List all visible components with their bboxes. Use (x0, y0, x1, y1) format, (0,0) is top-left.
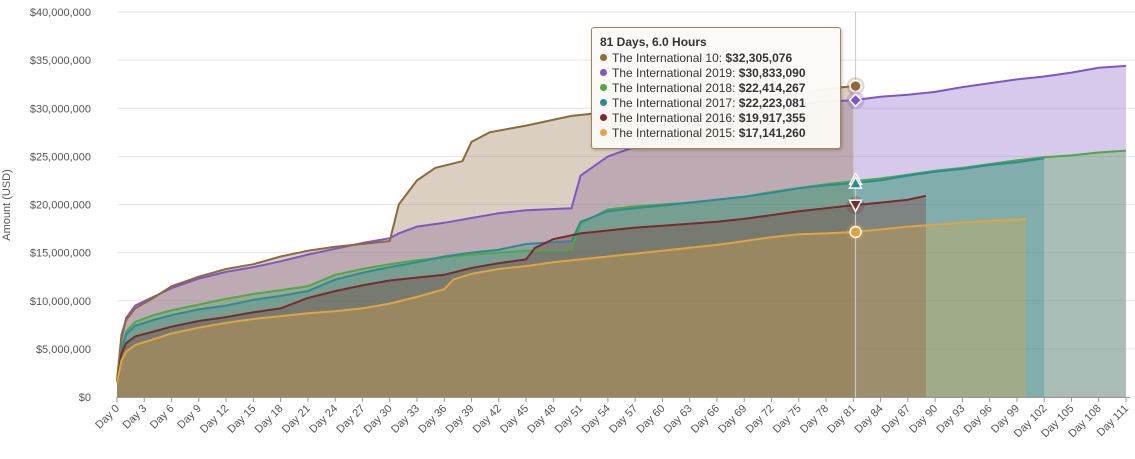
y-tick-label: $0 (79, 392, 91, 404)
x-tick-label: Day 72 (743, 403, 776, 436)
series-area (117, 195, 926, 397)
x-tick-label: Day 69 (716, 403, 749, 436)
tooltip-series-value: $22,223,081 (738, 96, 806, 110)
y-tick-label: $15,000,000 (30, 248, 91, 260)
series-lines (116, 64, 1127, 383)
y-tick-label: $10,000,000 (30, 296, 91, 308)
series-marker (849, 79, 862, 93)
tooltip-series-value: $30,833,090 (738, 66, 806, 80)
x-tick-label: Day 3 (121, 403, 150, 432)
series-areas (117, 65, 1126, 398)
tooltip-series-value: $32,305,076 (725, 51, 793, 65)
x-tick-label: Day 96 (962, 403, 995, 436)
tooltip-series-value: $17,141,260 (738, 126, 806, 140)
series-marker (848, 93, 863, 108)
hover-markers (846, 77, 865, 242)
x-tick-label: Day 24 (307, 403, 340, 436)
x-tick-label: Day 18 (253, 403, 286, 436)
series-line[interactable] (116, 217, 1027, 383)
x-tick-label: Day 12 (198, 403, 231, 436)
x-tick-label: Day 57 (607, 403, 640, 436)
tooltip-series-label: The International 2019: (612, 66, 739, 80)
x-tick-label: Day 78 (798, 403, 831, 436)
x-tick-label: Day 66 (689, 403, 722, 436)
x-tick-label: Day 48 (525, 403, 558, 436)
series-area (117, 86, 854, 397)
tooltip-row: The International 2017: $22,223,081 (600, 96, 832, 111)
y-tick-label: $30,000,000 (30, 103, 91, 115)
series-area (117, 150, 1126, 397)
x-tick-label: Day 54 (580, 403, 613, 436)
x-tick-label: Day 33 (389, 403, 422, 436)
x-tick-label: Day 87 (880, 403, 913, 436)
tooltip-row: The International 2019: $30,833,090 (600, 66, 832, 81)
series-area (117, 65, 1126, 398)
tooltip-series-label: The International 2016: (612, 111, 739, 125)
x-tick-label: Day 15 (225, 403, 258, 436)
series-marker (848, 199, 863, 213)
series-line[interactable] (116, 194, 927, 382)
x-tick-label: Day 63 (662, 403, 695, 436)
legend-dot-icon (600, 114, 607, 121)
tooltip-title: 81 Days, 6.0 Hours (600, 35, 707, 49)
x-tick-label: Day 51 (553, 403, 586, 436)
series-area (117, 218, 1026, 397)
tooltip-series-label: The International 2018: (612, 81, 739, 95)
tooltip-row: The International 10: $32,305,076 (600, 51, 832, 66)
grid-lines (117, 11, 1135, 398)
tooltip-series-value: $19,917,355 (738, 111, 806, 125)
legend-dot-icon (600, 54, 607, 61)
tooltip-series-value: $22,414,267 (738, 81, 806, 95)
legend-dot-icon (600, 129, 607, 136)
x-tick-label: Day 21 (280, 403, 313, 436)
x-tick-label: Day 30 (362, 403, 395, 436)
x-tick-label: Day 60 (634, 403, 667, 436)
y-tick-label: $40,000,000 (30, 7, 91, 19)
x-tick-label: Day 45 (498, 403, 531, 436)
x-tick-label: Day 27 (334, 403, 367, 436)
x-tick-label: Day 93 (934, 403, 967, 436)
tooltip-row: The International 2015: $17,141,260 (600, 126, 832, 141)
x-tick-label: Day 39 (444, 403, 477, 436)
x-tick-label: Day 42 (471, 403, 504, 436)
hover-tooltip: 81 Days, 6.0 Hours The International 10:… (591, 27, 841, 149)
series-line[interactable] (116, 157, 1045, 383)
tooltip-row: The International 2016: $19,917,355 (600, 111, 832, 126)
x-tick-label: Day 75 (771, 403, 804, 436)
tooltip-series-label: The International 2015: (612, 126, 739, 140)
legend-dot-icon (600, 69, 607, 76)
x-tick-label: Day 84 (853, 403, 886, 436)
tooltip-row: The International 2018: $22,414,267 (600, 81, 832, 96)
series-line[interactable] (116, 64, 1127, 382)
y-tick-label: $25,000,000 (30, 151, 91, 163)
y-tick-label: $20,000,000 (30, 200, 91, 212)
legend-dot-icon (600, 84, 607, 91)
series-marker (849, 225, 862, 239)
legend-dot-icon (600, 99, 607, 106)
series-area (117, 158, 1045, 397)
x-tick-label: Day 0 (93, 403, 122, 432)
y-tick-label: $35,000,000 (30, 55, 91, 67)
x-tick-label: Day 90 (907, 403, 940, 436)
tooltip-series-label: The International 2017: (612, 96, 739, 110)
y-tick-label: $5,000,000 (36, 344, 91, 356)
x-tick-label: Day 6 (148, 403, 177, 432)
y-axis-ticks: $0 $5,000,000 $10,000,000 $15,000,000 $20,00… (30, 7, 91, 404)
tooltip-series-label: The International 10: (612, 51, 726, 65)
tooltip-rows: The International 10: $32,305,076 The Int… (600, 51, 832, 141)
y-axis-label: Amount (USD) (1, 169, 13, 241)
x-tick-label: Day 36 (416, 403, 449, 436)
x-tick-label: Day 81 (825, 403, 858, 436)
series-marker (848, 175, 863, 189)
